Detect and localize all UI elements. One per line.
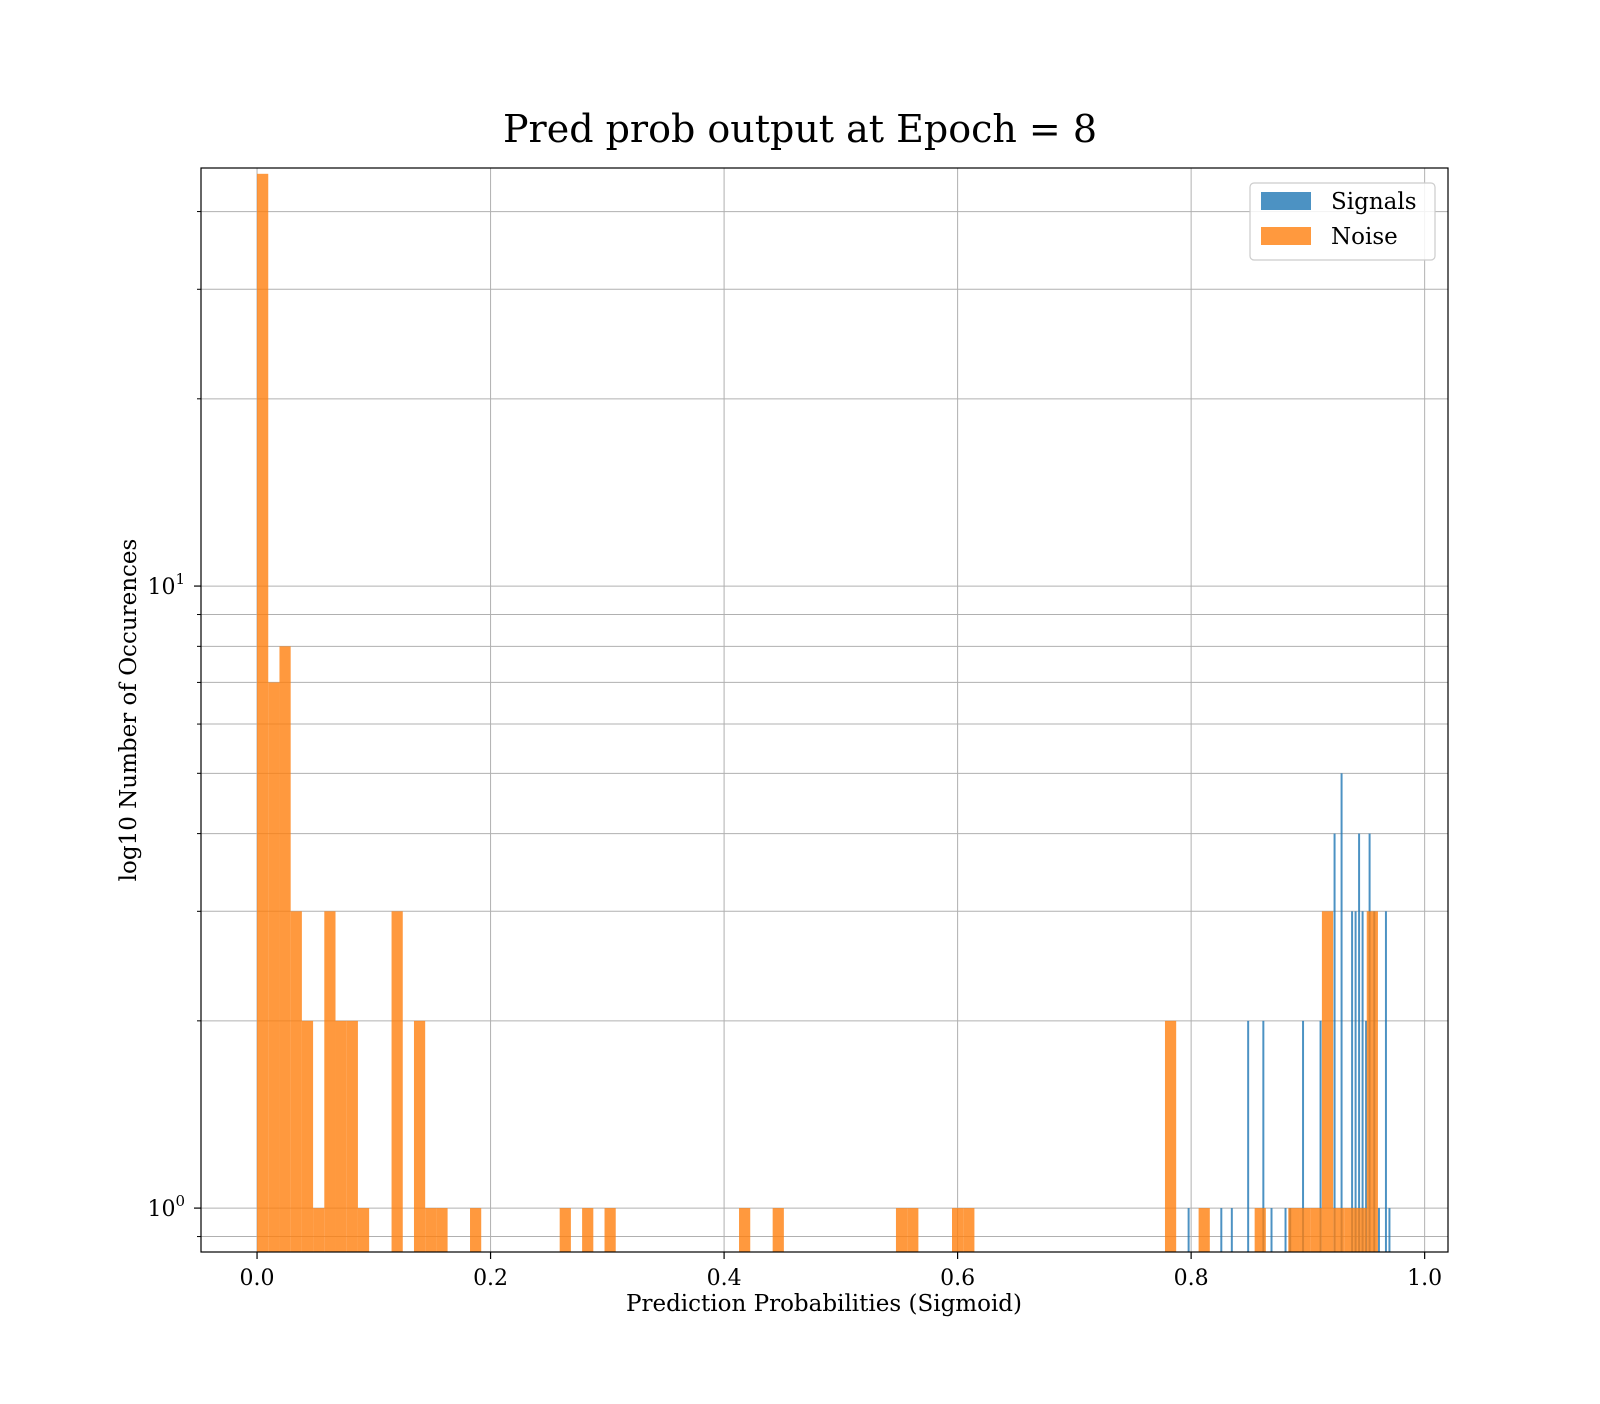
histogram-bar (413, 1020, 426, 1252)
histogram-bar (963, 1208, 975, 1252)
histogram-bar (952, 1208, 964, 1252)
histogram-bar (895, 1208, 908, 1252)
histogram-bar (582, 1208, 594, 1252)
histogram-bar (1384, 911, 1387, 1252)
histogram-bar (313, 1208, 325, 1252)
histogram-bar (1270, 1208, 1273, 1252)
plot-frame (200, 167, 1449, 1253)
histogram-bar (335, 1020, 347, 1252)
histogram-bar (1220, 1208, 1223, 1252)
histogram-bar (268, 682, 280, 1252)
histogram-bar (1354, 911, 1357, 1252)
histogram-bar (470, 1208, 482, 1252)
histogram-bar (1198, 1208, 1210, 1252)
series-noise (257, 173, 1378, 1252)
histogram-bar (1344, 1208, 1356, 1252)
legend-label-signals: Signals (1331, 189, 1417, 215)
x-tick-label: 0.2 (473, 1266, 508, 1291)
bars (257, 173, 1391, 1252)
legend-swatch-noise (1261, 227, 1311, 245)
histogram-bar (1187, 1208, 1190, 1252)
chart-title: Pred prob output at Epoch = 8 (503, 107, 1097, 151)
x-tick-label: 0.6 (940, 1266, 975, 1291)
histogram-bar (907, 1208, 919, 1252)
histogram-bar (290, 911, 302, 1252)
x-axis: 0.0 0.2 0.4 0.6 0.8 1.0 (240, 1252, 1442, 1291)
histogram-bar (324, 911, 336, 1252)
grid (201, 168, 1448, 1252)
histogram-bar (1262, 1020, 1265, 1252)
histogram-bar (391, 911, 403, 1252)
histogram-bar (279, 646, 291, 1252)
histogram-bar (1388, 1208, 1391, 1252)
histogram-bar (739, 1208, 751, 1252)
histogram-bar (1340, 773, 1343, 1252)
histogram-bar (1302, 1020, 1305, 1252)
histogram-bar (257, 173, 269, 1252)
histogram-bar (346, 1020, 358, 1252)
y-axis: 100 101 (147, 211, 201, 1238)
histogram-bar (357, 1208, 370, 1252)
histogram-bar (1377, 1208, 1380, 1252)
histogram-bar (1310, 1208, 1322, 1252)
y-tick-label: 100 (147, 1192, 185, 1222)
histogram-bar (1254, 1208, 1266, 1252)
histogram-bar (425, 1208, 437, 1252)
legend: Signals Noise (1249, 182, 1436, 261)
x-tick-label: 0.0 (240, 1266, 275, 1291)
x-axis-label: Prediction Probabilities (Sigmoid) (626, 1291, 1022, 1317)
histogram-bar (1333, 833, 1336, 1252)
histogram-bar (1247, 1020, 1250, 1252)
y-tick-label: 101 (147, 570, 185, 600)
histogram-bar (1164, 1020, 1177, 1252)
histogram-bar (301, 1020, 314, 1252)
histogram-bar (1230, 1208, 1233, 1252)
histogram-bar (1358, 833, 1361, 1252)
histogram-bar (1361, 911, 1364, 1252)
histogram-bar (1321, 911, 1334, 1252)
histogram-bar (1284, 1208, 1287, 1252)
histogram-bar (1355, 1208, 1367, 1252)
histogram-bar (1333, 1208, 1345, 1252)
histogram-bar (1288, 1208, 1300, 1252)
y-axis-label: log10 Number of Occurences (116, 539, 142, 882)
x-tick-label: 1.0 (1407, 1266, 1442, 1291)
legend-label-noise: Noise (1331, 224, 1398, 250)
histogram-bar (604, 1208, 616, 1252)
x-tick-label: 0.4 (707, 1266, 742, 1291)
histogram-bar (1351, 911, 1354, 1252)
histogram-bar (436, 1208, 448, 1252)
histogram-bar (1319, 1020, 1322, 1252)
legend-swatch-signals (1261, 192, 1311, 210)
histogram-bar (772, 1208, 784, 1252)
histogram-bar (1365, 1020, 1368, 1252)
histogram-bar (559, 1208, 571, 1252)
histogram-bar (1299, 1208, 1311, 1252)
histogram-bar (1366, 911, 1378, 1252)
x-tick-label: 0.8 (1174, 1266, 1209, 1291)
